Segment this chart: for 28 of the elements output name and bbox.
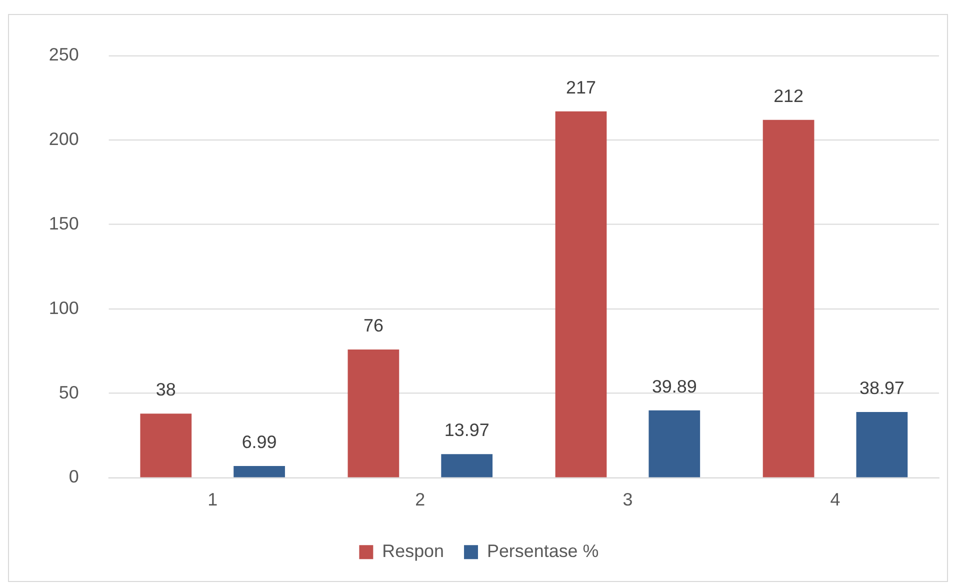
bar <box>555 111 607 478</box>
x-tick-label: 2 <box>415 489 426 510</box>
bar <box>234 466 285 478</box>
y-tick-label: 250 <box>48 44 79 65</box>
y-tick-label: 100 <box>48 298 79 318</box>
data-label: 212 <box>774 86 804 106</box>
y-tick-label: 50 <box>58 382 79 402</box>
x-tick-label: 4 <box>830 489 840 510</box>
y-tick-label: 150 <box>48 213 79 234</box>
data-label: 6.99 <box>242 432 277 452</box>
bar <box>648 410 700 478</box>
data-label: 13.97 <box>444 420 490 440</box>
data-label: 38.97 <box>859 378 904 398</box>
legend-label: Persentase % <box>486 541 599 562</box>
y-tick-label: 200 <box>48 129 79 150</box>
bar <box>762 120 814 478</box>
data-label: 38 <box>156 380 176 400</box>
data-label: 76 <box>363 315 384 336</box>
bar <box>856 412 908 478</box>
data-label: 217 <box>566 77 596 98</box>
x-tick-label: 3 <box>622 489 633 510</box>
bar <box>441 454 493 478</box>
y-tick-label: 0 <box>68 466 79 487</box>
legend-label: Respon <box>382 541 444 562</box>
data-label: 39.89 <box>652 376 697 396</box>
x-tick-label: 1 <box>208 489 218 510</box>
bar <box>140 414 192 478</box>
bar <box>348 349 400 478</box>
